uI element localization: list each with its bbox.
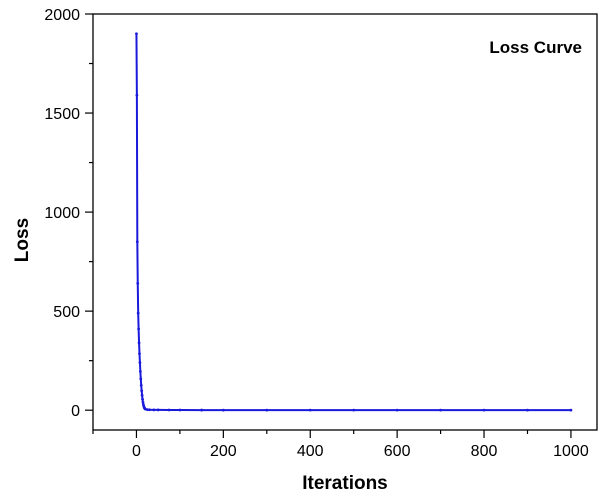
loss-data-point <box>135 32 138 36</box>
loss-data-point <box>178 408 182 412</box>
loss-data-point <box>152 408 156 412</box>
y-tick-label: 1000 <box>44 205 80 222</box>
loss-data-point <box>138 370 142 373</box>
loss-data-point <box>352 408 356 412</box>
loss-data-point <box>308 408 312 412</box>
loss-data-point <box>141 400 145 404</box>
loss-data-point <box>135 93 139 97</box>
y-tick-label: 1500 <box>44 106 80 123</box>
loss-data-point <box>138 352 141 356</box>
loss-data-point <box>200 408 204 412</box>
loss-data-point <box>143 407 147 411</box>
loss-data-point <box>569 408 573 412</box>
loss-data-point <box>167 408 171 412</box>
x-tick-label: 800 <box>471 443 498 460</box>
plot-frame <box>92 13 598 431</box>
loss-series-line <box>135 33 571 412</box>
loss-data-point <box>140 393 144 397</box>
loss-data-point <box>139 384 143 387</box>
x-tick-label: 1000 <box>553 443 589 460</box>
x-axis-title: Iterations <box>302 473 388 494</box>
loss-data-point <box>148 408 151 412</box>
loss-data-point <box>141 397 144 401</box>
loss-data-point <box>135 240 139 244</box>
loss-data-point <box>482 408 486 412</box>
y-tick-label: 0 <box>71 403 80 420</box>
x-tick-label: 600 <box>384 443 411 460</box>
loss-data-point <box>145 408 149 411</box>
loss-data-point <box>138 361 142 365</box>
loss-data-point <box>526 408 529 412</box>
loss-data-point <box>439 408 442 412</box>
loss-data-point <box>137 327 141 331</box>
y-axis-title: Loss <box>12 218 33 262</box>
loss-data-point <box>156 408 160 412</box>
y-tick-label: 500 <box>53 304 80 321</box>
loss-data-point <box>140 389 144 393</box>
x-tick-label: 400 <box>297 443 324 460</box>
chart-annotation: Loss Curve <box>489 38 582 57</box>
axis-ticks: 0 200 400 600 800 1000 0 500 1000 1500 2000 <box>44 7 588 460</box>
loss-data-point <box>136 311 140 315</box>
loss-data-point <box>265 408 269 412</box>
series-layer <box>135 32 573 412</box>
y-tick-label: 2000 <box>44 7 80 24</box>
loss-data-point <box>136 282 140 285</box>
loss-data-point <box>139 377 143 381</box>
loss-data-point <box>395 408 399 412</box>
x-tick-label: 200 <box>210 443 237 460</box>
loss-data-point <box>221 408 225 412</box>
loss-data-point <box>137 341 141 345</box>
x-tick-label: 0 <box>132 443 141 460</box>
